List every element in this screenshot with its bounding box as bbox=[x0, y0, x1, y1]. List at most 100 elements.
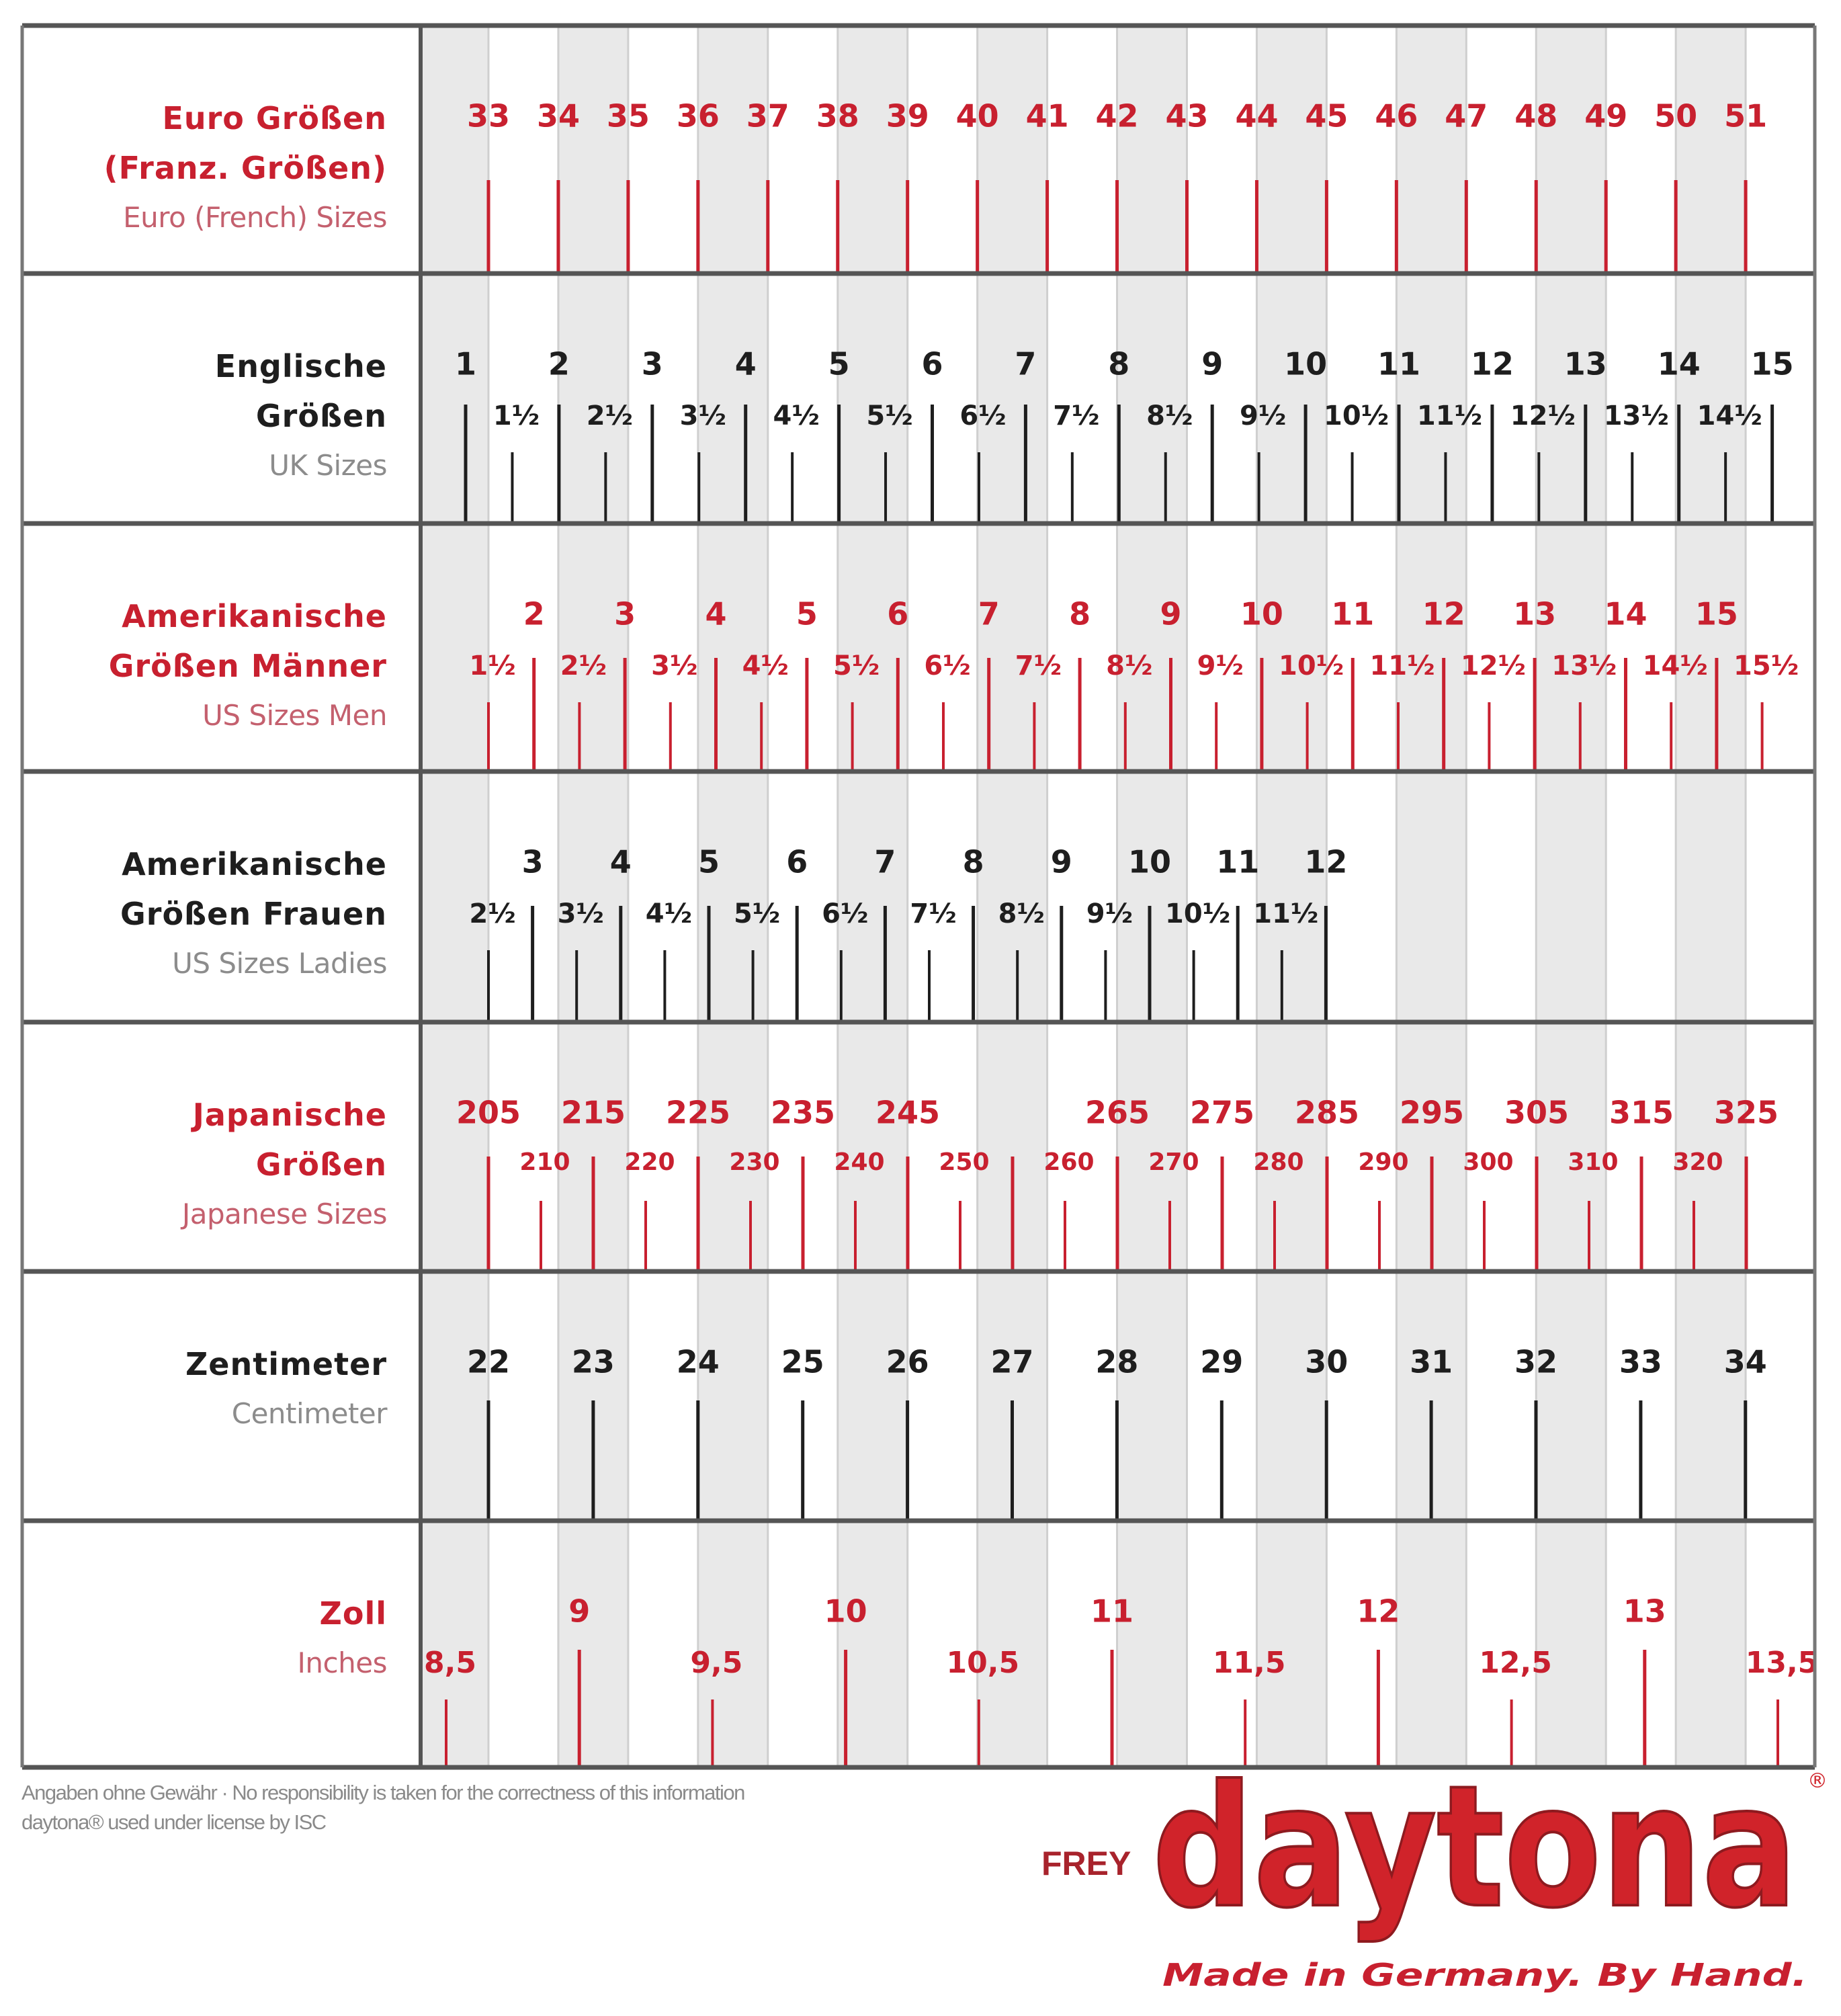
major-tick-label: 40 bbox=[956, 98, 999, 134]
major-tick-label: 14 bbox=[1658, 346, 1701, 382]
minor-tick-label: 12½ bbox=[1461, 650, 1526, 681]
major-tick-label: 265 bbox=[1085, 1095, 1150, 1131]
row-title: Größen bbox=[255, 1146, 387, 1183]
major-tick-label: 39 bbox=[886, 98, 929, 134]
major-tick-label: 9 bbox=[1051, 844, 1072, 880]
row-label: Amerikanische Größen Männer US Sizes Men bbox=[27, 591, 388, 741]
major-tick-label: 13 bbox=[1623, 1593, 1666, 1630]
row-title: Amerikanische bbox=[122, 846, 387, 882]
major-tick-label: 4 bbox=[610, 844, 632, 880]
major-tick-label: 305 bbox=[1504, 1095, 1569, 1131]
minor-tick-label: 13½ bbox=[1551, 650, 1617, 681]
logo-registered: ® bbox=[1807, 1769, 1828, 1793]
disclaimer-text: Angaben ohne Gewähr · No responsibility … bbox=[22, 1781, 745, 1804]
major-tick-label: 14 bbox=[1604, 596, 1647, 632]
major-tick-label: 8 bbox=[1069, 596, 1090, 632]
major-tick-label: 46 bbox=[1375, 98, 1418, 134]
logo-tagline: Made in Germany. By Hand. bbox=[1162, 1957, 1807, 1993]
major-tick-label: 10 bbox=[1284, 346, 1327, 382]
row-label: Amerikanische Größen Frauen US Sizes Ladie… bbox=[27, 839, 388, 989]
column-stripe bbox=[1117, 26, 1187, 1767]
major-tick-label: 23 bbox=[572, 1344, 615, 1380]
minor-tick-label: 4½ bbox=[646, 898, 692, 929]
minor-tick-label: 13,5 bbox=[1746, 1646, 1819, 1680]
major-tick-label: 32 bbox=[1514, 1344, 1557, 1380]
major-tick-label: 44 bbox=[1235, 98, 1278, 134]
minor-tick-label: 9½ bbox=[1240, 401, 1286, 431]
minor-tick-label: 5½ bbox=[833, 650, 880, 681]
minor-tick-label: 2½ bbox=[560, 650, 607, 681]
minor-tick-label: 240 bbox=[834, 1148, 884, 1176]
row-title: (Franz. Größen) bbox=[103, 150, 387, 186]
chart-background bbox=[22, 26, 1815, 1767]
major-tick-label: 12 bbox=[1471, 346, 1514, 382]
major-tick-label: 24 bbox=[677, 1344, 720, 1380]
major-tick-label: 45 bbox=[1305, 98, 1348, 134]
minor-tick-label: 2½ bbox=[587, 401, 633, 431]
minor-tick-label: 6½ bbox=[924, 650, 970, 681]
major-tick-label: 13 bbox=[1564, 346, 1607, 382]
minor-tick-label: 12,5 bbox=[1479, 1646, 1552, 1680]
major-tick-label: 2 bbox=[523, 596, 545, 632]
minor-tick-label: 4½ bbox=[773, 401, 820, 431]
major-tick-label: 295 bbox=[1400, 1095, 1464, 1131]
major-tick-label: 5 bbox=[828, 346, 850, 382]
minor-tick-label: 290 bbox=[1358, 1148, 1408, 1176]
minor-tick-label: 300 bbox=[1463, 1148, 1513, 1176]
row-label: Zoll Inches bbox=[27, 1589, 388, 1688]
minor-tick-label: 11½ bbox=[1417, 401, 1482, 431]
major-tick-label: 15 bbox=[1751, 346, 1794, 382]
minor-tick-label: 10½ bbox=[1279, 650, 1344, 681]
minor-tick-label: 13½ bbox=[1604, 401, 1669, 431]
major-tick-label: 35 bbox=[607, 98, 650, 134]
major-tick-label: 3 bbox=[614, 596, 636, 632]
major-tick-label: 6 bbox=[887, 596, 908, 632]
major-tick-label: 34 bbox=[537, 98, 580, 134]
minor-tick-label: 7½ bbox=[1053, 401, 1099, 431]
tick-labels: 33 34 35 36 37 38 39 40 41 42 43 44 45 46 47 48 49 50 511 2… bbox=[424, 98, 1818, 1681]
column-stripes bbox=[22, 26, 1815, 1767]
major-tick-label: 51 bbox=[1724, 98, 1767, 134]
minor-tick-label: 11½ bbox=[1369, 650, 1435, 681]
tick-marks bbox=[445, 180, 1779, 1767]
minor-tick-label: 2½ bbox=[469, 898, 515, 929]
major-tick-label: 48 bbox=[1514, 98, 1557, 134]
row-subtitle: Japanese Sizes bbox=[181, 1198, 388, 1230]
minor-tick-label: 3½ bbox=[651, 650, 697, 681]
major-tick-label: 22 bbox=[467, 1344, 510, 1380]
major-tick-label: 4 bbox=[705, 596, 726, 632]
major-tick-label: 11 bbox=[1090, 1593, 1133, 1630]
minor-tick-label: 260 bbox=[1043, 1148, 1094, 1176]
major-tick-label: 38 bbox=[816, 98, 859, 134]
license-text: daytona® used under license by ISC bbox=[22, 1810, 327, 1834]
major-tick-label: 8 bbox=[963, 844, 984, 880]
major-tick-label: 37 bbox=[746, 98, 789, 134]
major-tick-label: 7 bbox=[978, 596, 1000, 632]
major-tick-label: 10 bbox=[1128, 844, 1171, 880]
major-tick-label: 50 bbox=[1654, 98, 1697, 134]
minor-tick-label: 10,5 bbox=[947, 1646, 1020, 1680]
major-tick-label: 29 bbox=[1200, 1344, 1243, 1380]
minor-tick-label: 9½ bbox=[1197, 650, 1244, 681]
row-label: Japanische Größen Japanese Sizes bbox=[27, 1090, 388, 1239]
minor-tick-label: 9½ bbox=[1086, 898, 1133, 929]
major-tick-label: 275 bbox=[1190, 1095, 1254, 1131]
major-tick-label: 10 bbox=[824, 1593, 867, 1630]
column-stripe bbox=[1536, 26, 1607, 1767]
row-subtitle: Inches bbox=[297, 1646, 388, 1679]
minor-tick-label: 270 bbox=[1148, 1148, 1199, 1176]
major-tick-label: 30 bbox=[1305, 1344, 1348, 1380]
major-tick-label: 7 bbox=[1015, 346, 1036, 382]
major-tick-label: 285 bbox=[1295, 1095, 1359, 1131]
row-title: Zentimeter bbox=[185, 1346, 387, 1382]
major-tick-label: 205 bbox=[456, 1095, 521, 1131]
minor-tick-label: 1½ bbox=[493, 401, 540, 431]
column-stripe bbox=[1256, 26, 1327, 1767]
major-tick-label: 10 bbox=[1240, 596, 1283, 632]
major-tick-label: 47 bbox=[1445, 98, 1488, 134]
major-tick-label: 11 bbox=[1216, 844, 1259, 880]
row-subtitle: US Sizes Ladies bbox=[172, 947, 387, 980]
major-tick-label: 7 bbox=[874, 844, 896, 880]
row-label: Englische Größen UK Sizes bbox=[27, 341, 388, 491]
minor-tick-label: 310 bbox=[1568, 1148, 1618, 1176]
